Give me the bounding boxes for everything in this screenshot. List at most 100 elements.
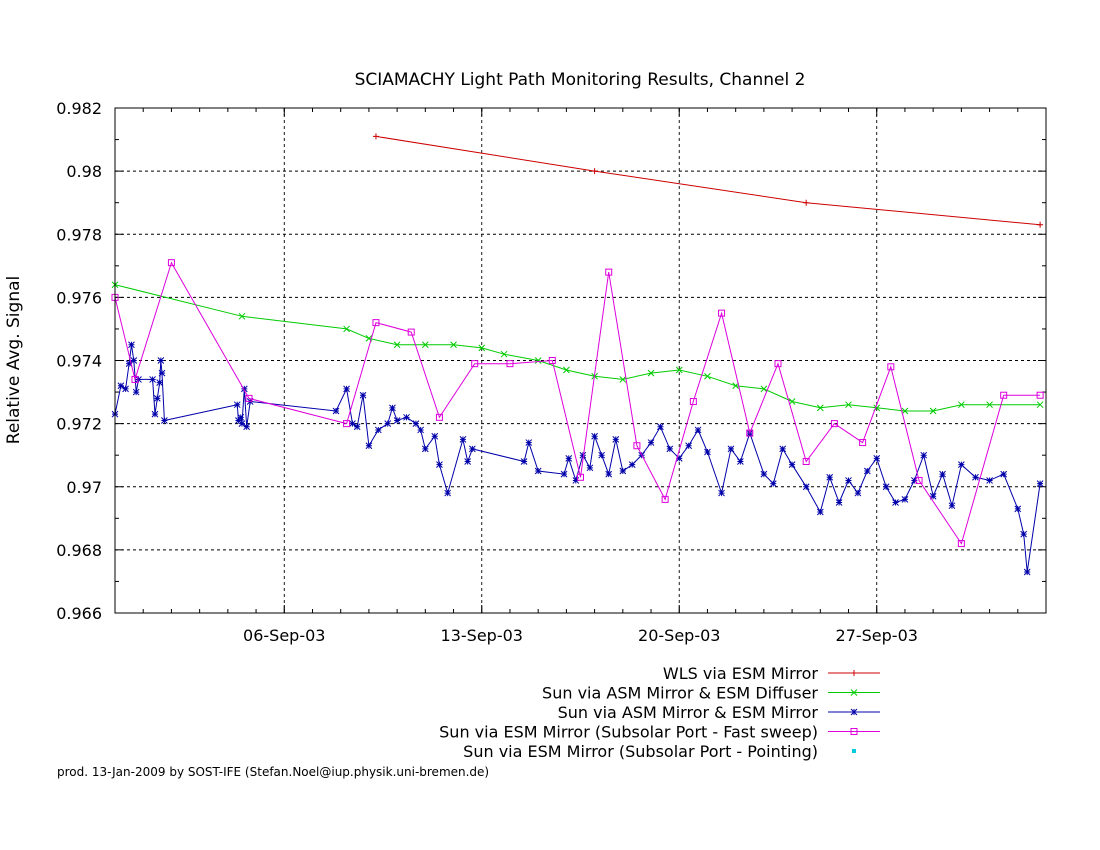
data-point bbox=[520, 458, 528, 465]
data-point bbox=[478, 344, 486, 352]
data-point bbox=[816, 404, 824, 412]
data-point bbox=[910, 477, 918, 484]
data-point bbox=[332, 407, 340, 415]
data-point bbox=[349, 420, 356, 427]
data-point bbox=[243, 423, 251, 431]
data-point bbox=[577, 473, 584, 481]
data-point bbox=[421, 445, 429, 453]
data-point bbox=[417, 426, 424, 434]
x-tick-label: 20-Sep-03 bbox=[638, 626, 720, 645]
legend-marker bbox=[851, 670, 857, 676]
legend-entry: Sun via ESM Mirror (Subsolar Port - Fast… bbox=[439, 723, 880, 742]
data-point bbox=[125, 360, 133, 368]
legend-label: Sun via ASM Mirror & ESM Diffuser bbox=[542, 684, 818, 703]
data-point bbox=[948, 502, 956, 510]
data-point bbox=[579, 451, 587, 459]
data-point bbox=[1036, 480, 1044, 487]
series-2 bbox=[111, 341, 1044, 576]
data-point bbox=[591, 432, 598, 440]
data-point bbox=[534, 467, 542, 475]
data-point bbox=[586, 464, 594, 472]
data-point bbox=[661, 495, 669, 503]
data-point bbox=[939, 470, 946, 478]
data-point bbox=[920, 451, 928, 459]
data-point bbox=[156, 379, 164, 386]
data-point bbox=[506, 360, 514, 368]
data-point bbox=[612, 436, 620, 443]
data-point bbox=[130, 357, 138, 364]
data-point bbox=[873, 454, 881, 462]
data-point bbox=[591, 168, 598, 175]
data-point bbox=[372, 133, 379, 140]
data-point bbox=[393, 341, 401, 349]
axis-ticks: 0.966 0.968 0.97 0.972 0.974 0.976 0.978 0.98 0.… bbox=[56, 99, 1046, 645]
y-tick-label: 0.98 bbox=[66, 162, 102, 181]
data-point bbox=[958, 401, 965, 409]
grid bbox=[115, 108, 1046, 613]
data-point bbox=[132, 388, 140, 396]
data-point bbox=[1020, 530, 1028, 538]
data-point bbox=[238, 312, 246, 320]
data-point bbox=[365, 442, 373, 450]
data-point bbox=[605, 268, 613, 276]
data-point bbox=[845, 401, 852, 409]
data-point bbox=[238, 420, 246, 427]
data-point bbox=[372, 319, 380, 327]
y-tick-label: 0.978 bbox=[56, 225, 102, 244]
data-point bbox=[245, 394, 253, 402]
data-point bbox=[628, 461, 636, 469]
data-point bbox=[633, 442, 641, 450]
data-point bbox=[343, 325, 350, 333]
data-point bbox=[826, 473, 834, 481]
data-point bbox=[788, 398, 796, 405]
data-point bbox=[760, 385, 768, 393]
data-point bbox=[675, 366, 683, 374]
data-point bbox=[431, 432, 439, 440]
data-point bbox=[235, 417, 242, 424]
data-point bbox=[403, 413, 410, 421]
data-point bbox=[560, 470, 568, 478]
data-point bbox=[435, 413, 443, 421]
data-point bbox=[149, 376, 156, 383]
data-point bbox=[1036, 401, 1044, 409]
data-point bbox=[1037, 221, 1044, 228]
chart-title: SCIAMACHY Light Path Monitoring Results,… bbox=[355, 70, 806, 90]
data-point bbox=[845, 477, 852, 484]
data-point bbox=[929, 407, 937, 415]
data-point bbox=[647, 369, 655, 377]
data-point bbox=[737, 458, 744, 465]
data-point bbox=[565, 454, 573, 462]
data-point bbox=[353, 423, 361, 431]
data-point bbox=[774, 360, 782, 368]
data-point bbox=[788, 461, 796, 469]
data-point bbox=[359, 391, 367, 399]
data-point bbox=[694, 426, 702, 434]
data-point bbox=[237, 413, 245, 421]
data-point bbox=[816, 508, 824, 516]
data-point bbox=[343, 385, 350, 393]
data-point bbox=[393, 417, 401, 424]
data-point bbox=[915, 476, 923, 484]
plot-frame bbox=[114, 107, 1047, 614]
y-tick-label: 0.968 bbox=[56, 541, 102, 560]
data-point bbox=[675, 454, 683, 462]
legend-marker bbox=[852, 749, 856, 753]
data-point bbox=[666, 445, 674, 453]
data-point bbox=[929, 492, 937, 500]
legend-entry: Sun via ESM Mirror (Subsolar Port - Poin… bbox=[463, 742, 856, 761]
data-point bbox=[746, 429, 754, 437]
data-point bbox=[882, 483, 890, 491]
data-point bbox=[444, 489, 452, 497]
data-point bbox=[727, 445, 735, 453]
data-point bbox=[1000, 391, 1008, 399]
data-point bbox=[122, 385, 129, 393]
data-point bbox=[500, 350, 508, 358]
data-point bbox=[892, 499, 899, 506]
x-tick-label: 13-Sep-03 bbox=[441, 626, 523, 645]
data-point bbox=[647, 439, 655, 446]
data-point bbox=[135, 376, 142, 383]
data-point bbox=[343, 420, 351, 428]
series-3 bbox=[111, 259, 1044, 548]
data-point bbox=[704, 372, 711, 380]
